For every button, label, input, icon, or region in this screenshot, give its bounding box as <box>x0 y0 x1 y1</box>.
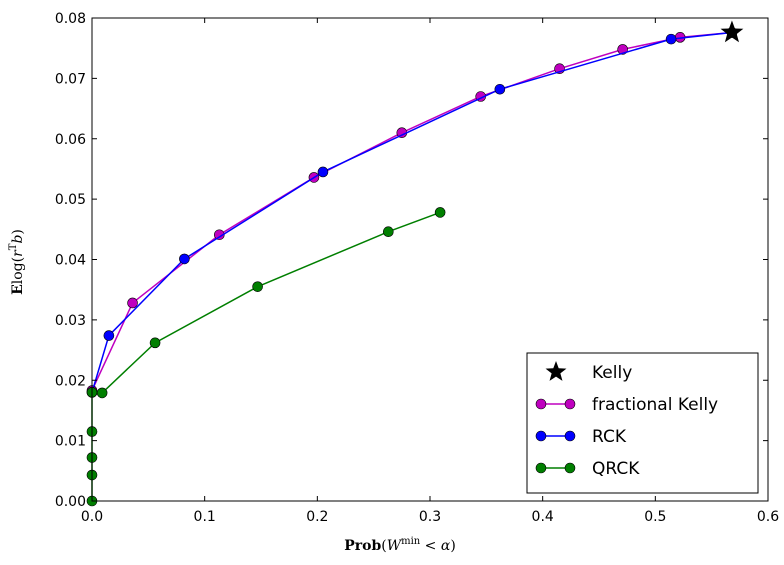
legend-label-fractional-kelly: fractional Kelly <box>592 395 718 415</box>
y-tick-label: 0.08 <box>55 11 86 27</box>
legend-marker-qrck <box>564 462 576 474</box>
y-tick-label: 0.00 <box>55 494 86 510</box>
data-point-qrck <box>149 337 161 349</box>
data-point-fractional-kelly <box>127 297 138 309</box>
y-tick-label: 0.07 <box>55 71 86 87</box>
legend-marker-rck <box>535 430 547 442</box>
y-tick-label: 0.01 <box>55 434 86 450</box>
legend-marker-fractional-kelly <box>564 398 576 410</box>
legend-label-qrck: QRCK <box>592 459 640 479</box>
legend-marker-kelly <box>545 361 567 381</box>
x-tick-label: 0.4 <box>532 509 554 525</box>
data-point-rck <box>665 33 677 45</box>
axis-ticks: 0.0 0.1 0.2 0.3 0.4 0.5 0.6 0.00 0.01 0.02 0.03 0.0… <box>55 11 779 525</box>
y-tick-label: 0.03 <box>55 313 86 329</box>
data-point-qrck <box>252 281 263 292</box>
x-tick-label: 0.3 <box>419 509 441 525</box>
y-tick-label: 0.04 <box>55 253 86 269</box>
legend-label-rck: RCK <box>592 427 627 447</box>
legend-marker-qrck <box>535 462 547 474</box>
data-point-rck <box>179 253 190 265</box>
data-point-rck <box>317 166 329 178</box>
legend: Kelly fractional Kelly RCK QRCK <box>526 352 759 494</box>
series-line-fractional-kelly <box>91 31 733 391</box>
x-tick-label: 0.0 <box>81 509 103 525</box>
x-tick-label: 0.2 <box>306 509 328 525</box>
data-point-qrck <box>383 226 394 238</box>
kelly-star-marker <box>720 20 744 43</box>
y-tick-label: 0.02 <box>55 373 86 389</box>
legend-label-kelly: Kelly <box>592 363 632 383</box>
data-point-fractional-kelly <box>214 229 225 241</box>
x-axis-label: Prob(Wmin < α) <box>344 536 456 554</box>
y-axis-label: Elog(rTb) <box>8 229 26 295</box>
data-point-qrck <box>434 207 446 218</box>
legend-marker-fractional-kelly <box>535 398 547 410</box>
y-tick-label: 0.06 <box>55 132 86 148</box>
data-point-rck <box>494 83 506 95</box>
legend-box <box>526 352 759 494</box>
x-tick-label: 0.1 <box>194 509 216 525</box>
data-point-qrck <box>96 387 108 399</box>
data-point-rck <box>103 330 115 341</box>
y-tick-label: 0.05 <box>55 192 86 208</box>
x-tick-label: 0.6 <box>757 509 779 525</box>
legend-marker-rck <box>564 430 576 442</box>
x-tick-label: 0.5 <box>644 509 666 525</box>
